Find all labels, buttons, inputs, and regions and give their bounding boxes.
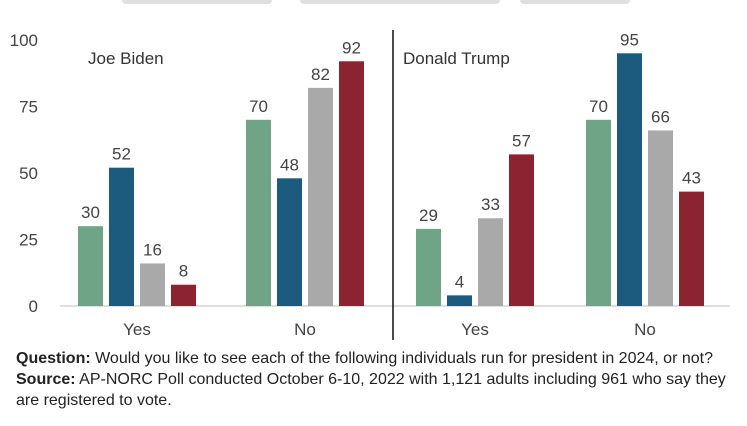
data-label: 16 xyxy=(143,240,162,259)
data-label: 70 xyxy=(589,97,608,116)
chart-notes: Question: Would you like to see each of … xyxy=(16,348,736,411)
bar xyxy=(339,61,364,306)
data-label: 52 xyxy=(112,145,131,164)
bar xyxy=(679,191,704,306)
panel-title: Joe Biden xyxy=(88,49,164,68)
x-category-label: No xyxy=(294,320,316,339)
source-text: AP-NORC Poll conducted October 6-10, 202… xyxy=(16,371,726,409)
x-category-label: No xyxy=(634,320,656,339)
y-tick-label: 100 xyxy=(10,31,38,50)
source-note: Source: AP-NORC Poll conducted October 6… xyxy=(16,369,736,411)
data-label: 92 xyxy=(342,38,361,57)
x-category-label: Yes xyxy=(461,320,489,339)
bar xyxy=(140,263,165,306)
data-label: 95 xyxy=(620,30,639,49)
cropped-title-strip-right xyxy=(520,0,630,4)
data-label: 66 xyxy=(651,107,670,126)
data-label: 43 xyxy=(682,169,701,188)
question-text: Would you like to see each of the follow… xyxy=(90,350,713,367)
bar xyxy=(78,226,103,306)
bar xyxy=(246,119,271,306)
y-tick-label: 75 xyxy=(19,98,38,117)
bar xyxy=(308,87,333,306)
data-label: 29 xyxy=(419,206,438,225)
bar xyxy=(447,295,472,306)
data-label: 48 xyxy=(280,155,299,174)
y-tick-label: 0 xyxy=(29,297,38,316)
bar xyxy=(509,154,534,306)
bar xyxy=(109,167,134,306)
bar xyxy=(478,218,503,306)
bar xyxy=(171,284,196,306)
bar xyxy=(277,178,302,306)
bar xyxy=(617,53,642,306)
bar xyxy=(416,228,441,306)
bar xyxy=(586,119,611,306)
question-label: Question: xyxy=(16,350,91,367)
data-label: 33 xyxy=(481,195,500,214)
data-label: 8 xyxy=(179,262,188,281)
panel-title: Donald Trump xyxy=(403,49,510,68)
question-note: Question: Would you like to see each of … xyxy=(16,348,736,369)
data-label: 82 xyxy=(311,65,330,84)
data-label: 57 xyxy=(512,131,531,150)
y-tick-label: 50 xyxy=(19,164,38,183)
data-label: 4 xyxy=(455,272,464,291)
data-label: 30 xyxy=(81,203,100,222)
source-label: Source: xyxy=(16,371,76,388)
y-tick-label: 25 xyxy=(19,231,38,250)
data-label: 70 xyxy=(249,97,268,116)
bar xyxy=(648,130,673,306)
cropped-title-strip-left xyxy=(122,0,272,4)
bar-chart: 0 25 50 75 100 Joe Biden 30 52 16 8 Yes 70 48 82 92 No D… xyxy=(10,30,730,340)
cropped-title-strip-mid xyxy=(300,0,500,4)
x-category-label: Yes xyxy=(123,320,151,339)
